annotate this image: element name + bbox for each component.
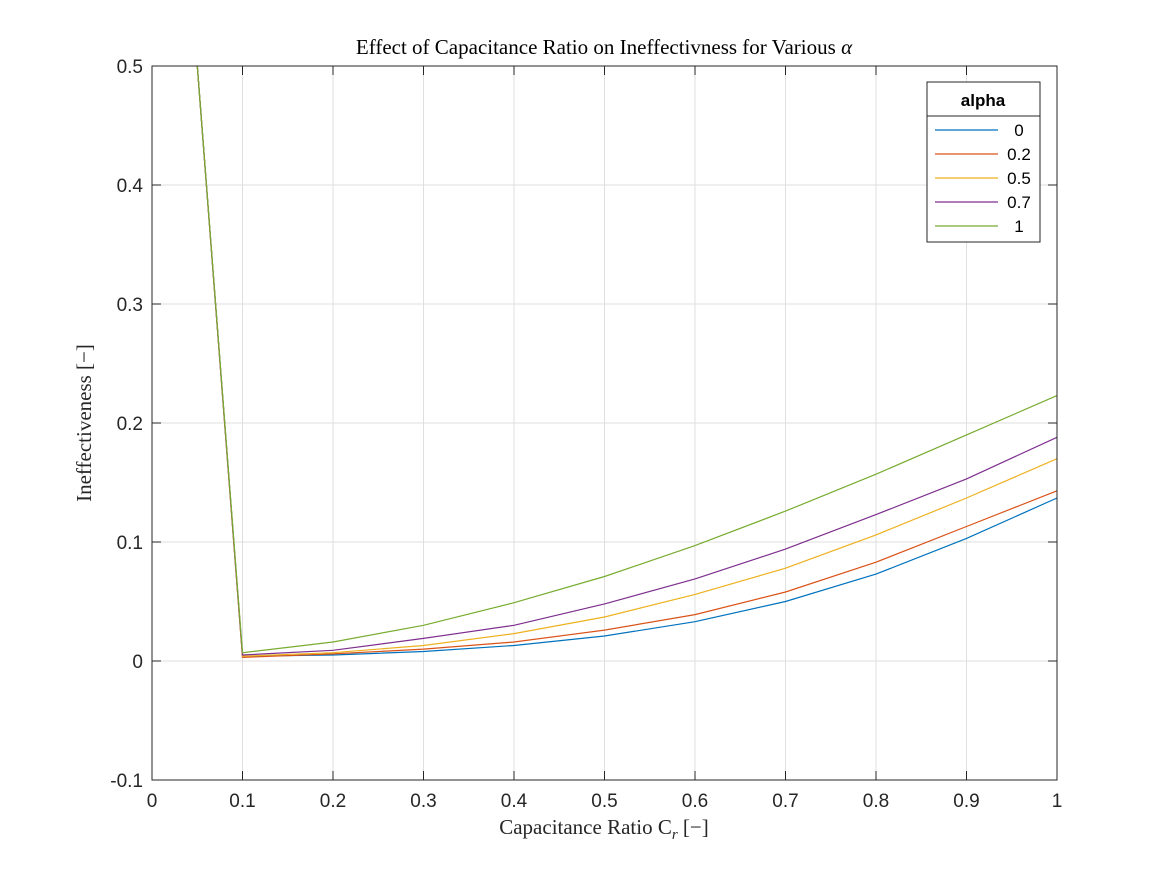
legend-items: 0 0.2 0.5 0.7 1 bbox=[935, 121, 1031, 236]
legend: alpha 0 0.2 0.5 0.7 1 bbox=[926, 81, 1041, 243]
series-line-alpha-0.7 bbox=[196, 65, 1058, 656]
x-tick-label: 0.3 bbox=[410, 791, 436, 812]
y-tick-label: 0.3 bbox=[117, 295, 143, 316]
x-axis-label-unit: [−] bbox=[678, 815, 709, 839]
y-axis-label: Ineffectiveness [−] bbox=[72, 344, 96, 502]
x-tick-label: 0.6 bbox=[682, 791, 708, 812]
legend-label: 0 bbox=[1014, 121, 1023, 140]
y-tick-label: 0 bbox=[132, 652, 143, 673]
legend-label: 0.7 bbox=[1007, 193, 1031, 212]
legend-label: 0.2 bbox=[1007, 145, 1031, 164]
y-tick-label: 0.2 bbox=[117, 414, 143, 435]
series-line-alpha-0.5 bbox=[196, 65, 1058, 657]
x-tick-label: 0.5 bbox=[591, 791, 617, 812]
x-tick-label: 0.1 bbox=[229, 791, 255, 812]
x-tick-label: 0.4 bbox=[501, 791, 528, 812]
grid bbox=[151, 65, 1058, 781]
title-alpha-symbol: α bbox=[841, 35, 853, 59]
y-tick-label: 0.5 bbox=[117, 57, 143, 78]
x-tick-label: 0.8 bbox=[863, 791, 889, 812]
x-axis-label: Capacitance Ratio Cr [−] bbox=[499, 815, 709, 843]
x-tick-label: 0.9 bbox=[953, 791, 979, 812]
legend-label: 1 bbox=[1014, 217, 1023, 236]
x-tick-label: 1 bbox=[1052, 791, 1063, 812]
x-tick-label: 0.7 bbox=[772, 791, 798, 812]
series-line-alpha-0.2 bbox=[196, 65, 1058, 659]
y-tick-label: 0.4 bbox=[117, 176, 144, 197]
series-lines bbox=[196, 65, 1058, 659]
x-tick-label: 0.2 bbox=[320, 791, 346, 812]
legend-label: 0.5 bbox=[1007, 169, 1031, 188]
axis-ticks bbox=[151, 65, 1058, 781]
x-tick-label: 0 bbox=[147, 791, 158, 812]
x-axis-label-subscript: r bbox=[672, 827, 678, 843]
series-line-alpha-1 bbox=[196, 65, 1058, 654]
y-tick-label: 0.1 bbox=[117, 533, 143, 554]
tick-labels: 0 0.1 0.2 0.3 0.4 0.5 0.6 0.7 0.8 0.9 1-0.100.10.2… bbox=[110, 57, 1062, 812]
chart-title: Effect of Capacitance Ratio on Ineffecti… bbox=[356, 35, 853, 59]
y-tick-label: -0.1 bbox=[110, 771, 143, 792]
legend-title: alpha bbox=[961, 91, 1006, 110]
legend-box bbox=[926, 81, 1041, 243]
